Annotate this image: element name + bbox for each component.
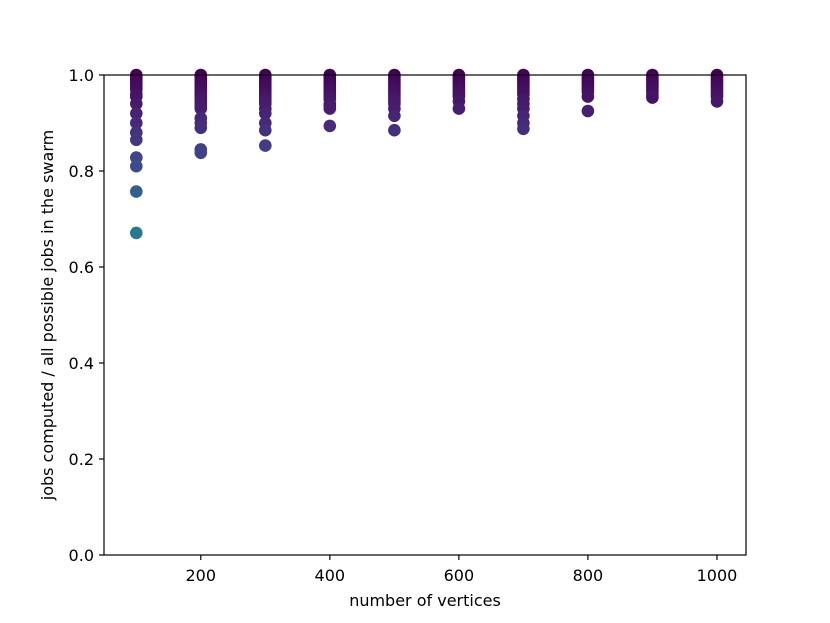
data-point (194, 102, 208, 115)
data-point (259, 139, 272, 152)
points-layer (130, 68, 724, 240)
y-tick-label: 1.0 (69, 66, 94, 85)
y-tick-label: 0.2 (69, 450, 94, 469)
data-point (323, 102, 337, 115)
data-point (194, 146, 208, 160)
data-point (130, 116, 143, 130)
y-tick-label: 0.4 (69, 354, 94, 373)
x-tick-label: 200 (186, 566, 217, 585)
y-tick-label: 0.8 (69, 162, 94, 181)
data-point (388, 109, 401, 123)
x-tick-label: 800 (573, 566, 604, 585)
data-point (581, 104, 595, 118)
data-point (646, 91, 659, 104)
y-tick-label: 0.6 (69, 258, 94, 277)
data-point (452, 102, 466, 115)
x-tick-label: 400 (315, 566, 346, 585)
y-tick-label: 0.0 (69, 546, 94, 565)
y-axis-label: jobs computed / all possible jobs in the… (38, 130, 57, 501)
data-point (130, 133, 143, 147)
x-axis-ticks: 200 400 600 800 1000 (186, 555, 738, 585)
data-point (259, 123, 272, 137)
data-point (517, 122, 530, 136)
data-point (130, 159, 143, 173)
data-point (581, 90, 595, 103)
plot-area-frame (103, 74, 747, 556)
x-tick-label: 600 (444, 566, 475, 585)
y-axis-ticks: 0.0 0.2 0.4 0.6 0.8 1.0 (69, 66, 104, 565)
data-point (194, 121, 208, 135)
data-point (130, 226, 143, 240)
x-tick-label: 1000 (697, 566, 738, 585)
data-point (130, 107, 143, 120)
data-point (259, 107, 272, 120)
data-point (323, 119, 337, 133)
data-point (710, 95, 724, 108)
data-point (130, 185, 143, 198)
data-point (388, 123, 401, 137)
data-point (130, 97, 143, 111)
x-axis-label: number of vertices (349, 591, 501, 610)
